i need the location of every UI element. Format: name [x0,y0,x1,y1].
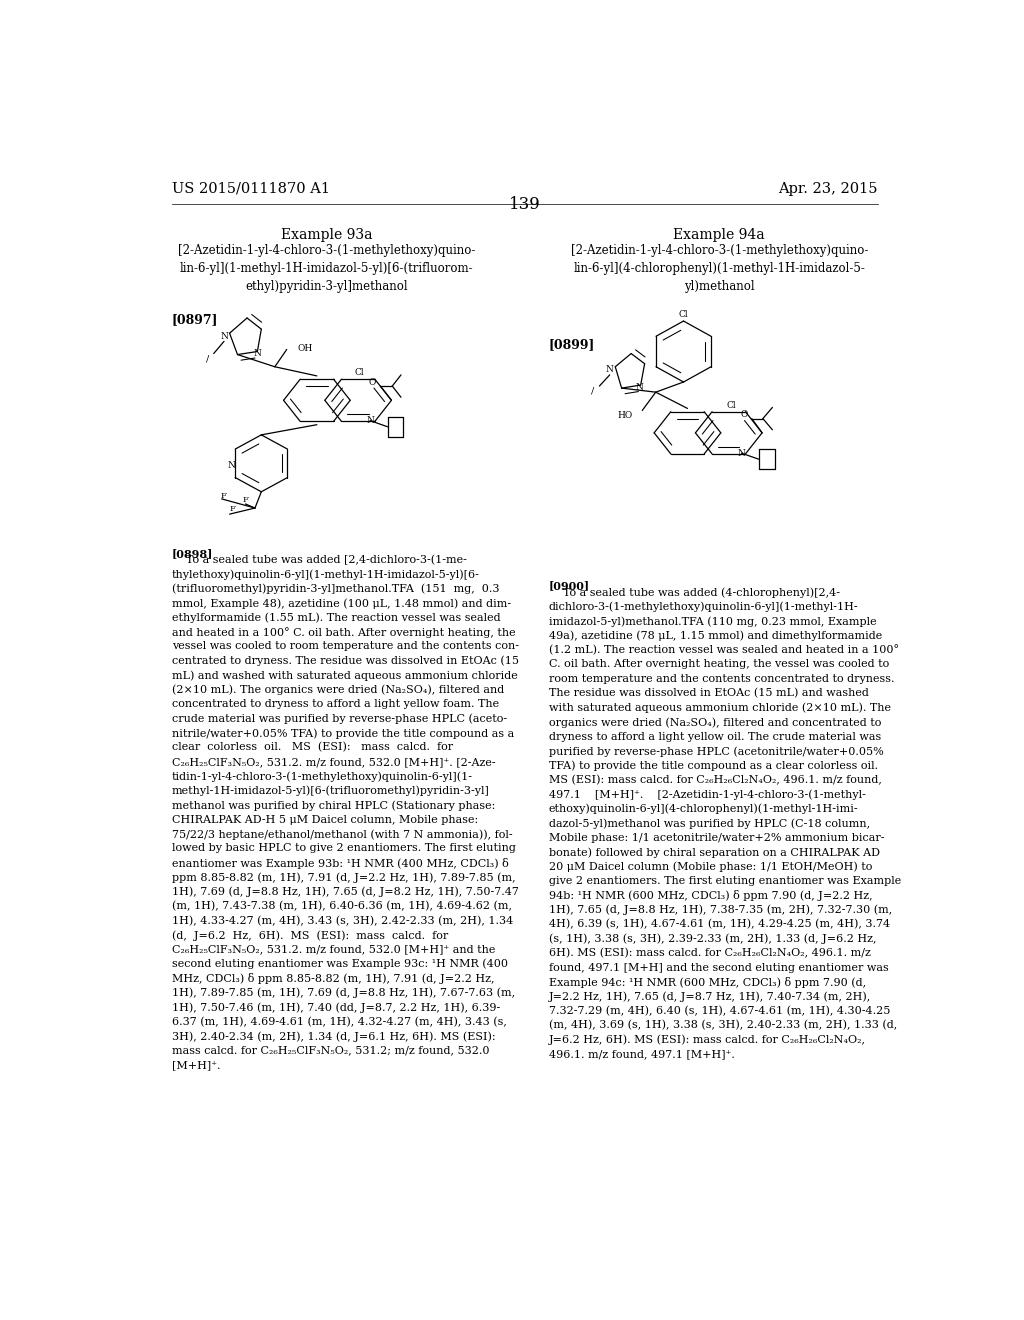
Text: O: O [369,378,376,387]
Text: Cl: Cl [679,310,688,319]
Text: C. oil bath. After overnight heating, the vessel was cooled to: C. oil bath. After overnight heating, th… [549,660,889,669]
Text: 49a), azetidine (78 μL, 1.15 mmol) and dimethylformamide: 49a), azetidine (78 μL, 1.15 mmol) and d… [549,631,882,642]
Text: vessel was cooled to room temperature and the contents con-: vessel was cooled to room temperature an… [172,642,518,651]
Text: nitrile/water+0.05% TFA) to provide the title compound as a: nitrile/water+0.05% TFA) to provide the … [172,729,514,739]
Text: give 2 enantiomers. The first eluting enantiomer was Example: give 2 enantiomers. The first eluting en… [549,876,901,886]
Text: second eluting enantiomer was Example 93c: ¹H NMR (400: second eluting enantiomer was Example 93… [172,958,508,969]
Text: [0897]: [0897] [172,313,218,326]
Text: The residue was dissolved in EtOAc (15 mL) and washed: The residue was dissolved in EtOAc (15 m… [549,688,868,698]
Text: To a sealed tube was added (4-chlorophenyl)[2,4-: To a sealed tube was added (4-chlorophen… [549,587,840,598]
Text: Cl: Cl [355,368,365,378]
Text: clear  colorless  oil.   MS  (ESI):   mass  calcd.  for: clear colorless oil. MS (ESI): mass calc… [172,742,453,752]
Text: 20 μM Daicel column (Mobile phase: 1/1 EtOH/MeOH) to: 20 μM Daicel column (Mobile phase: 1/1 E… [549,862,872,873]
Text: F: F [243,496,249,504]
Text: TFA) to provide the title compound as a clear colorless oil.: TFA) to provide the title compound as a … [549,760,878,771]
Text: ppm 8.85-8.82 (m, 1H), 7.91 (d, J=2.2 Hz, 1H), 7.89-7.85 (m,: ppm 8.85-8.82 (m, 1H), 7.91 (d, J=2.2 Hz… [172,873,515,883]
Text: ethylformamide (1.55 mL). The reaction vessel was sealed: ethylformamide (1.55 mL). The reaction v… [172,612,501,623]
Text: 1H), 7.50-7.46 (m, 1H), 7.40 (dd, J=8.7, 2.2 Hz, 1H), 6.39-: 1H), 7.50-7.46 (m, 1H), 7.40 (dd, J=8.7,… [172,1002,500,1012]
Text: (1.2 mL). The reaction vessel was sealed and heated in a 100°: (1.2 mL). The reaction vessel was sealed… [549,645,899,656]
Text: N: N [227,461,236,470]
Text: J=2.2 Hz, 1H), 7.65 (d, J=8.7 Hz, 1H), 7.40-7.34 (m, 2H),: J=2.2 Hz, 1H), 7.65 (d, J=8.7 Hz, 1H), 7… [549,991,870,1002]
Text: (m, 4H), 3.69 (s, 1H), 3.38 (s, 3H), 2.40-2.33 (m, 2H), 1.33 (d,: (m, 4H), 3.69 (s, 1H), 3.38 (s, 3H), 2.4… [549,1020,897,1031]
Text: [2-Azetidin-1-yl-4-chloro-3-(1-methylethoxy)quino-
lin-6-yl](1-methyl-1H-imidazo: [2-Azetidin-1-yl-4-chloro-3-(1-methyleth… [178,244,475,293]
Text: mmol, Example 48), azetidine (100 μL, 1.48 mmol) and dim-: mmol, Example 48), azetidine (100 μL, 1.… [172,598,511,609]
Text: [2-Azetidin-1-yl-4-chloro-3-(1-methylethoxy)quino-
lin-6-yl](4-chlorophenyl)(1-m: [2-Azetidin-1-yl-4-chloro-3-(1-methyleth… [570,244,868,293]
Text: 496.1. m/z found, 497.1 [M+H]⁺.: 496.1. m/z found, 497.1 [M+H]⁺. [549,1049,734,1059]
Text: dichloro-3-(1-methylethoxy)quinolin-6-yl](1-methyl-1H-: dichloro-3-(1-methylethoxy)quinolin-6-yl… [549,602,858,612]
Text: 3H), 2.40-2.34 (m, 2H), 1.34 (d, J=6.1 Hz, 6H). MS (ESI):: 3H), 2.40-2.34 (m, 2H), 1.34 (d, J=6.1 H… [172,1031,496,1041]
Text: J=6.2 Hz, 6H). MS (ESI): mass calcd. for C₂₆H₂₆Cl₂N₄O₂,: J=6.2 Hz, 6H). MS (ESI): mass calcd. for… [549,1035,865,1045]
Text: 139: 139 [509,195,541,213]
Text: Mobile phase: 1/1 acetonitrile/water+2% ammonium bicar-: Mobile phase: 1/1 acetonitrile/water+2% … [549,833,884,842]
Text: concentrated to dryness to afford a light yellow foam. The: concentrated to dryness to afford a ligh… [172,700,499,709]
Text: dryness to afford a light yellow oil. The crude material was: dryness to afford a light yellow oil. Th… [549,731,881,742]
Text: Apr. 23, 2015: Apr. 23, 2015 [778,182,878,195]
Text: methyl-1H-imidazol-5-yl)[6-(trifluoromethyl)pyridin-3-yl]: methyl-1H-imidazol-5-yl)[6-(trifluoromet… [172,785,489,796]
Text: Example 94c: ¹H NMR (600 MHz, CDCl₃) δ ppm 7.90 (d,: Example 94c: ¹H NMR (600 MHz, CDCl₃) δ p… [549,977,865,987]
Text: F: F [220,492,226,500]
Text: HO: HO [617,411,633,420]
Text: ethoxy)quinolin-6-yl](4-chlorophenyl)(1-methyl-1H-imi-: ethoxy)quinolin-6-yl](4-chlorophenyl)(1-… [549,804,858,814]
Text: C₂₆H₂₅ClF₃N₅O₂, 531.2. m/z found, 532.0 [M+H]⁺. [2-Aze-: C₂₆H₂₅ClF₃N₅O₂, 531.2. m/z found, 532.0 … [172,756,496,767]
Text: enantiomer was Example 93b: ¹H NMR (400 MHz, CDCl₃) δ: enantiomer was Example 93b: ¹H NMR (400 … [172,858,508,869]
Text: C₂₆H₂₅ClF₃N₅O₂, 531.2. m/z found, 532.0 [M+H]⁺ and the: C₂₆H₂₅ClF₃N₅O₂, 531.2. m/z found, 532.0 … [172,945,495,954]
Text: with saturated aqueous ammonium chloride (2×10 mL). The: with saturated aqueous ammonium chloride… [549,702,891,713]
Text: N: N [367,416,374,425]
Text: 7.32-7.29 (m, 4H), 6.40 (s, 1H), 4.67-4.61 (m, 1H), 4.30-4.25: 7.32-7.29 (m, 4H), 6.40 (s, 1H), 4.67-4.… [549,1006,890,1016]
Text: crude material was purified by reverse-phase HPLC (aceto-: crude material was purified by reverse-p… [172,714,507,725]
Text: imidazol-5-yl)methanol.TFA (110 mg, 0.23 mmol, Example: imidazol-5-yl)methanol.TFA (110 mg, 0.23… [549,616,877,627]
Text: (s, 1H), 3.38 (s, 3H), 2.39-2.33 (m, 2H), 1.33 (d, J=6.2 Hz,: (s, 1H), 3.38 (s, 3H), 2.39-2.33 (m, 2H)… [549,933,877,944]
Text: tidin-1-yl-4-chloro-3-(1-methylethoxy)quinolin-6-yl](1-: tidin-1-yl-4-chloro-3-(1-methylethoxy)qu… [172,771,473,781]
Text: MHz, CDCl₃) δ ppm 8.85-8.82 (m, 1H), 7.91 (d, J=2.2 Hz,: MHz, CDCl₃) δ ppm 8.85-8.82 (m, 1H), 7.9… [172,973,495,985]
Text: [0898]: [0898] [172,548,213,558]
Text: 1H), 4.33-4.27 (m, 4H), 3.43 (s, 3H), 2.42-2.33 (m, 2H), 1.34: 1H), 4.33-4.27 (m, 4H), 3.43 (s, 3H), 2.… [172,916,513,925]
Text: N: N [606,366,613,375]
Text: 6H). MS (ESI): mass calcd. for C₂₆H₂₆Cl₂N₄O₂, 496.1. m/z: 6H). MS (ESI): mass calcd. for C₂₆H₂₆Cl₂… [549,948,870,958]
Text: 94b: ¹H NMR (600 MHz, CDCl₃) δ ppm 7.90 (d, J=2.2 Hz,: 94b: ¹H NMR (600 MHz, CDCl₃) δ ppm 7.90 … [549,891,872,902]
Text: US 2015/0111870 A1: US 2015/0111870 A1 [172,182,330,195]
Text: Example 93a: Example 93a [281,227,372,242]
Text: 4H), 6.39 (s, 1H), 4.67-4.61 (m, 1H), 4.29-4.25 (m, 4H), 3.74: 4H), 6.39 (s, 1H), 4.67-4.61 (m, 1H), 4.… [549,919,890,929]
Text: (2×10 mL). The organics were dried (Na₂SO₄), filtered and: (2×10 mL). The organics were dried (Na₂S… [172,685,504,696]
Text: [M+H]⁺.: [M+H]⁺. [172,1060,220,1071]
Text: F: F [229,506,236,513]
Text: MS (ESI): mass calcd. for C₂₆H₂₆Cl₂N₄O₂, 496.1. m/z found,: MS (ESI): mass calcd. for C₂₆H₂₆Cl₂N₄O₂,… [549,775,882,785]
Text: (d,  J=6.2  Hz,  6H).  MS  (ESI):  mass  calcd.  for: (d, J=6.2 Hz, 6H). MS (ESI): mass calcd.… [172,931,447,941]
Text: dazol-5-yl)methanol was purified by HPLC (C-18 column,: dazol-5-yl)methanol was purified by HPLC… [549,818,869,829]
Text: methanol was purified by chiral HPLC (Stationary phase:: methanol was purified by chiral HPLC (St… [172,800,495,810]
Text: OH: OH [298,345,313,352]
Text: room temperature and the contents concentrated to dryness.: room temperature and the contents concen… [549,675,894,684]
Text: lowed by basic HPLC to give 2 enantiomers. The first eluting: lowed by basic HPLC to give 2 enantiomer… [172,843,515,854]
Text: 1H), 7.65 (d, J=8.8 Hz, 1H), 7.38-7.35 (m, 2H), 7.32-7.30 (m,: 1H), 7.65 (d, J=8.8 Hz, 1H), 7.38-7.35 (… [549,904,892,915]
Text: To a sealed tube was added [2,4-dichloro-3-(1-me-: To a sealed tube was added [2,4-dichloro… [172,554,467,565]
Text: (trifluoromethyl)pyridin-3-yl]methanol.TFA  (151  mg,  0.3: (trifluoromethyl)pyridin-3-yl]methanol.T… [172,583,499,594]
Text: (m, 1H), 7.43-7.38 (m, 1H), 6.40-6.36 (m, 1H), 4.69-4.62 (m,: (m, 1H), 7.43-7.38 (m, 1H), 6.40-6.36 (m… [172,902,512,912]
Text: 1H), 7.89-7.85 (m, 1H), 7.69 (d, J=8.8 Hz, 1H), 7.67-7.63 (m,: 1H), 7.89-7.85 (m, 1H), 7.69 (d, J=8.8 H… [172,987,515,998]
Text: /: / [592,387,595,396]
Text: N: N [253,348,261,358]
Text: and heated in a 100° C. oil bath. After overnight heating, the: and heated in a 100° C. oil bath. After … [172,627,515,638]
Text: O: O [740,411,748,418]
Text: [0899]: [0899] [549,338,595,351]
Text: N: N [220,331,228,341]
Text: mass calcd. for C₂₆H₂₅ClF₃N₅O₂, 531.2; m/z found, 532.0: mass calcd. for C₂₆H₂₅ClF₃N₅O₂, 531.2; m… [172,1045,489,1056]
Text: 75/22/3 heptane/ethanol/methanol (with 7 N ammonia)), fol-: 75/22/3 heptane/ethanol/methanol (with 7… [172,829,512,840]
Text: mL) and washed with saturated aqueous ammonium chloride: mL) and washed with saturated aqueous am… [172,671,517,681]
Text: thylethoxy)quinolin-6-yl](1-methyl-1H-imidazol-5-yl)[6-: thylethoxy)quinolin-6-yl](1-methyl-1H-im… [172,569,479,579]
Text: CHIRALPAK AD-H 5 μM Daicel column, Mobile phase:: CHIRALPAK AD-H 5 μM Daicel column, Mobil… [172,814,478,825]
Text: N: N [636,383,644,392]
Text: 6.37 (m, 1H), 4.69-4.61 (m, 1H), 4.32-4.27 (m, 4H), 3.43 (s,: 6.37 (m, 1H), 4.69-4.61 (m, 1H), 4.32-4.… [172,1016,507,1027]
Text: organics were dried (Na₂SO₄), filtered and concentrated to: organics were dried (Na₂SO₄), filtered a… [549,717,881,727]
Text: 497.1    [M+H]⁺.    [2-Azetidin-1-yl-4-chloro-3-(1-methyl-: 497.1 [M+H]⁺. [2-Azetidin-1-yl-4-chloro-… [549,789,865,800]
Text: bonate) followed by chiral separation on a CHIRALPAK AD: bonate) followed by chiral separation on… [549,847,880,858]
Text: /: / [206,354,209,363]
Text: Cl: Cl [726,401,736,411]
Text: centrated to dryness. The residue was dissolved in EtOAc (15: centrated to dryness. The residue was di… [172,656,518,667]
Text: N: N [737,449,745,458]
Text: purified by reverse-phase HPLC (acetonitrile/water+0.05%: purified by reverse-phase HPLC (acetonit… [549,746,884,756]
Text: Example 94a: Example 94a [674,227,765,242]
Text: [0900]: [0900] [549,581,590,591]
Text: 1H), 7.69 (d, J=8.8 Hz, 1H), 7.65 (d, J=8.2 Hz, 1H), 7.50-7.47: 1H), 7.69 (d, J=8.8 Hz, 1H), 7.65 (d, J=… [172,887,518,898]
Text: found, 497.1 [M+H] and the second eluting enantiomer was: found, 497.1 [M+H] and the second elutin… [549,962,889,973]
